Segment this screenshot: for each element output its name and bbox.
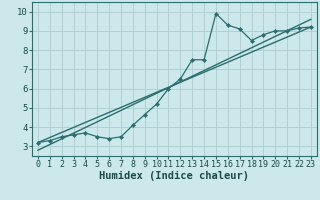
X-axis label: Humidex (Indice chaleur): Humidex (Indice chaleur) [100,171,249,181]
